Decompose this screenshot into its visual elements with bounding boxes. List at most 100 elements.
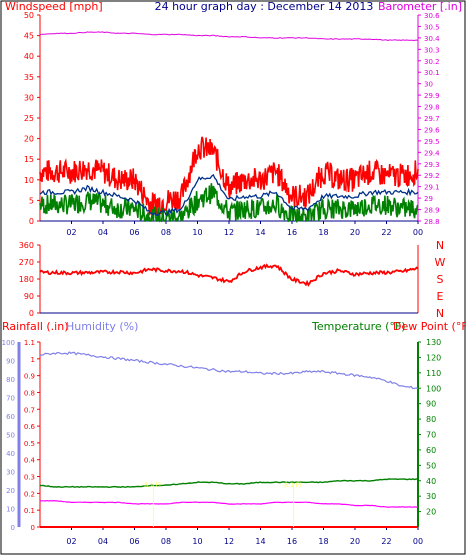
wind-y-tick-label: 20 (24, 135, 34, 144)
climate-x-tick-label: 22 (381, 537, 391, 546)
humidity-series-line (39, 351, 419, 390)
temp-tick-label: 20 (426, 508, 436, 517)
baro-y-tick-label: 29.4 (424, 149, 440, 157)
rain-tick-label: 0.7 (24, 406, 35, 414)
rain-tick-label: 0.8 (24, 389, 35, 397)
marker-label: -8.1 Fl (142, 482, 161, 489)
climate-x-tick-label: 10 (192, 537, 202, 546)
rain-tick-label: 0.4 (24, 457, 36, 465)
rain-tick-label: 0.1 (24, 507, 35, 515)
dewpoint-title: Dew Point (°F) (393, 320, 466, 333)
humidity-tick-label: 80 (6, 376, 15, 384)
dewpoint-series-line (39, 499, 418, 508)
wind-x-tick-label: 12 (224, 228, 234, 237)
temperature-series-line (39, 478, 419, 489)
windspeed-series-line (39, 173, 419, 216)
humidity-tick-label: 30 (6, 469, 15, 477)
compass-label: N (436, 239, 444, 252)
rain-tick-label: 0.9 (24, 373, 35, 381)
wind-x-tick-label: 04 (98, 228, 108, 237)
wind-x-tick-label: 20 (350, 228, 360, 237)
dir-y-tick-label: 180 (19, 275, 34, 284)
climate-x-tick-label: 12 (224, 537, 234, 546)
baro-y-tick-label: 29.1 (424, 184, 440, 192)
climate-x-tick-label: 16 (287, 537, 297, 546)
humidity-title: Humidity (%) (66, 320, 138, 333)
wind-x-tick-label: 08 (161, 228, 171, 237)
rain-tick-label: 1 (31, 356, 35, 364)
wind-y-tick-label: 40 (24, 52, 34, 61)
baro-y-tick-label: 28.9 (424, 207, 440, 215)
baro-y-tick-label: 30 (424, 81, 433, 89)
climate-x-tick-label: 04 (98, 537, 108, 546)
climate-x-tick-label: 20 (350, 537, 360, 546)
dir-y-tick-label: 0 (29, 309, 34, 318)
climate-x-tick-label: 14 (255, 537, 265, 546)
compass-label: W (435, 256, 446, 269)
temp-tick-label: 60 (426, 446, 436, 455)
temperature-title: Temperature (°F) (311, 320, 406, 333)
direction-series-line (39, 263, 419, 287)
climate-x-tick-label: 00 (413, 537, 423, 546)
wind-x-tick-label: 02 (66, 228, 76, 237)
baro-y-tick-label: 29.3 (424, 161, 440, 169)
wind-x-tick-label: 22 (381, 228, 391, 237)
temp-tick-label: 50 (426, 461, 436, 470)
wind-x-tick-label: 16 (287, 228, 297, 237)
wind-y-tick-label: 50 (24, 11, 34, 20)
wind-x-tick-label: 18 (318, 228, 328, 237)
humidity-tick-label: 50 (6, 432, 15, 440)
baro-y-tick-label: 29.7 (424, 115, 440, 123)
rain-tick-label: 0.2 (24, 490, 35, 498)
baro-y-tick-label: 29.5 (424, 138, 440, 146)
wind-y-tick-label: 5 (29, 196, 34, 205)
humidity-tick-label: 60 (6, 413, 15, 421)
temp-tick-label: 100 (426, 384, 441, 393)
wind-y-tick-label: 30 (24, 93, 34, 102)
marker-label: -8.1 Fl (282, 482, 301, 489)
baro-y-tick-label: 29.9 (424, 92, 440, 100)
climate-x-tick-label: 08 (161, 537, 171, 546)
wind-panel: 0 5 10 15 20 25 30 35 40 45 50 28.8 28.9 29 29.1 29.2 29… (24, 11, 440, 237)
humidity-tick-label: 0 (11, 524, 15, 532)
rain-tick-label: 0.3 (24, 474, 35, 482)
climate-panel: 010203040506070809010000.10.20.30.40.50.… (2, 338, 442, 546)
baro-y-tick-label: 29 (424, 195, 433, 203)
baro-y-tick-label: 30.2 (424, 58, 440, 66)
temp-tick-label: 130 (426, 338, 441, 347)
temp-tick-label: 90 (426, 400, 436, 409)
compass-label: N (436, 307, 444, 320)
humidity-tick-label: 90 (6, 358, 15, 366)
windspeed-title: Windspeed [mph] (5, 0, 103, 13)
wind-x-tick-label: 10 (192, 228, 202, 237)
temp-tick-label: 110 (426, 369, 441, 378)
wind-y-tick-label: 35 (24, 73, 34, 82)
humidity-tick-label: 10 (6, 506, 15, 514)
barometer-series-line (39, 31, 419, 42)
graph-date-title: 24 hour graph day : December 14 2013 (155, 0, 374, 13)
dir-y-tick-label: 360 (19, 241, 34, 250)
avg-wind-series-line (39, 183, 419, 224)
compass-label: S (437, 273, 444, 286)
wind-x-tick-label: 06 (129, 228, 139, 237)
wind-x-tick-label: 14 (255, 228, 265, 237)
climate-x-tick-label: 06 (129, 537, 139, 546)
baro-y-tick-label: 30.3 (424, 46, 440, 54)
baro-y-tick-label: 29.6 (424, 126, 440, 134)
temp-tick-label: 120 (426, 353, 441, 362)
baro-y-tick-label: 29.8 (424, 104, 440, 112)
wind-x-tick-label: 00 (413, 228, 423, 237)
temp-tick-label: 30 (426, 492, 436, 501)
humidity-tick-label: 100 (2, 339, 15, 347)
compass-label: E (437, 290, 444, 303)
baro-y-tick-label: 29.2 (424, 172, 440, 180)
wind-y-tick-label: 0 (29, 217, 34, 226)
baro-y-tick-label: 28.8 (424, 218, 440, 226)
wind-y-tick-label: 45 (24, 32, 34, 41)
temp-tick-label: 40 (426, 477, 436, 486)
